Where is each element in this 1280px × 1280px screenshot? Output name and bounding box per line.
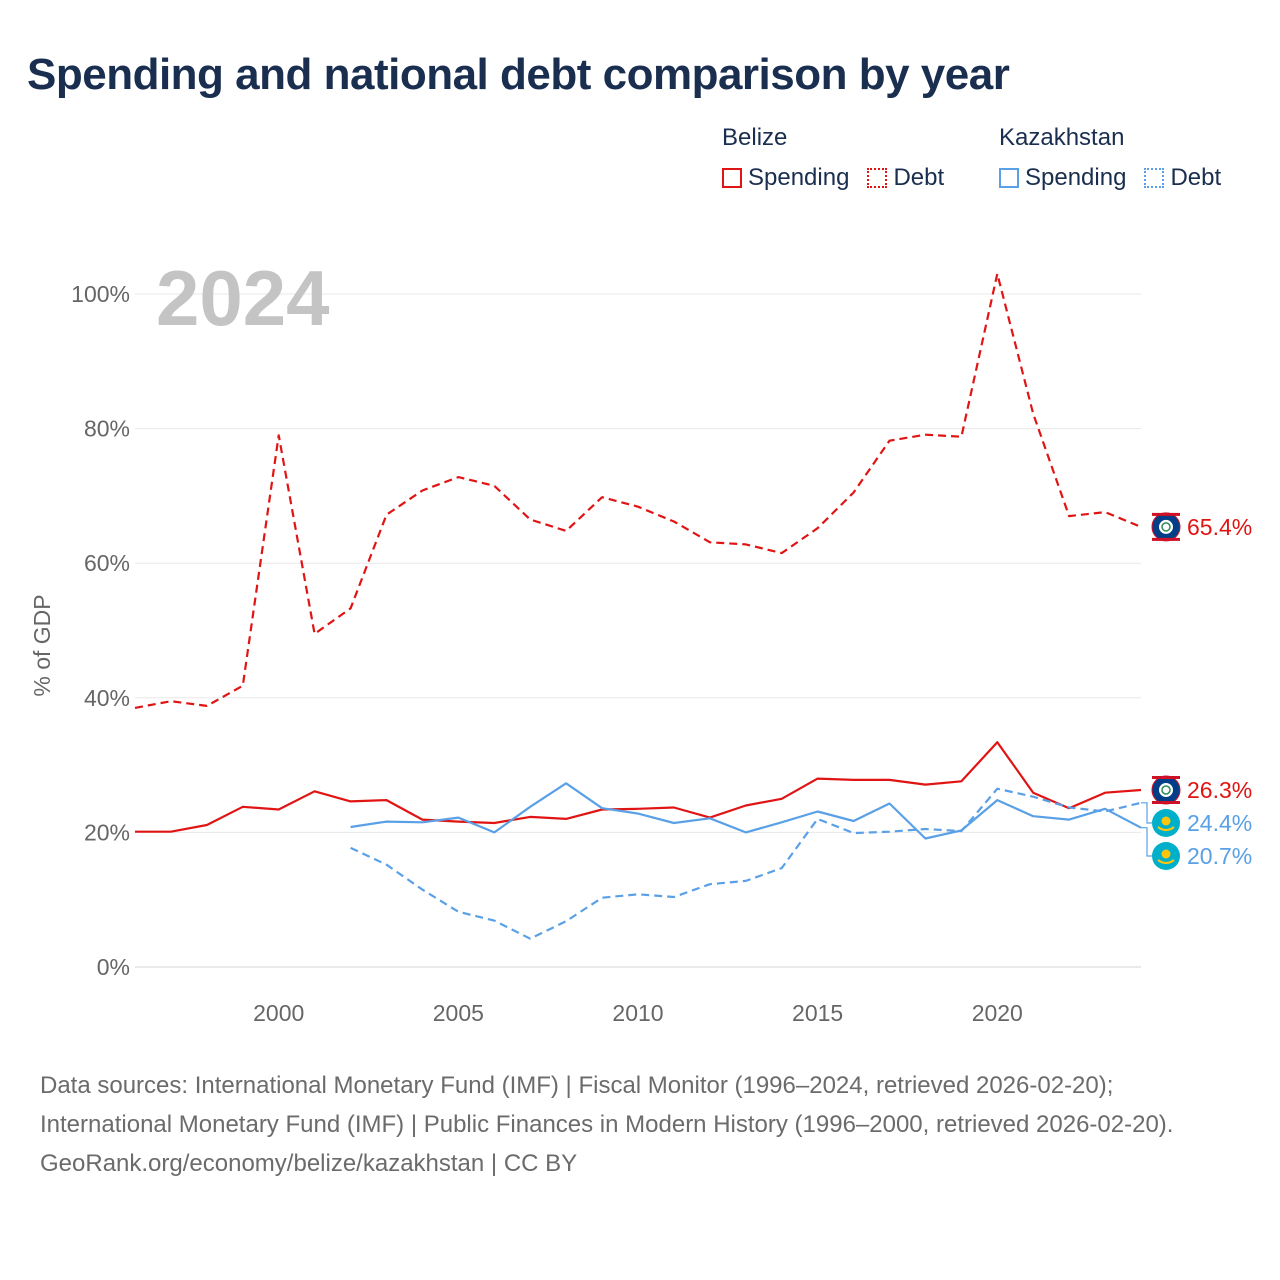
belize-flag-icon xyxy=(1151,775,1181,805)
flag-rim xyxy=(1151,512,1181,542)
belize-flag-icon xyxy=(1151,512,1181,542)
flag-sun xyxy=(1161,849,1171,859)
end-label-leader xyxy=(1141,802,1152,824)
legend-dotted-swatch xyxy=(867,168,888,188)
legend-kazakhstan-debt-label: Debt xyxy=(1170,164,1222,191)
end-value-label-belize-spending: 26.3% xyxy=(1187,777,1252,803)
flag-stripe xyxy=(1152,512,1180,516)
chart-title: Spending and national debt comparison by… xyxy=(27,50,1010,99)
kazakhstan-flag-icon xyxy=(1152,842,1180,870)
x-tick-label: 2000 xyxy=(253,1000,304,1026)
x-tick-label: 2010 xyxy=(612,1000,663,1026)
series-line-belize-debt xyxy=(134,272,1142,709)
legend-belize-debt-label: Debt xyxy=(893,164,945,191)
data-sources: Data sources: International Monetary Fun… xyxy=(40,1072,1174,1138)
legend-kazakhstan-title: Kazakhstan xyxy=(999,124,1125,151)
end-value-label-belize-debt: 65.4% xyxy=(1187,514,1252,540)
flag-emblem-ring xyxy=(1161,785,1171,795)
end-value-label-kazakhstan-spending: 20.7% xyxy=(1187,843,1252,869)
flag-stripe xyxy=(1152,537,1180,541)
legend-belize: Belize Spending Debt xyxy=(722,120,944,192)
y-tick-label: 20% xyxy=(84,819,130,845)
flag-stripe xyxy=(1152,776,1180,779)
end-value-label-kazakhstan-debt: 24.4% xyxy=(1187,810,1252,836)
flag-emblem xyxy=(1159,519,1173,534)
footer: Data sources: International Monetary Fun… xyxy=(40,1066,1240,1183)
x-tick-label: 2020 xyxy=(972,1000,1023,1026)
x-tick-label: 2005 xyxy=(433,1000,484,1026)
legend-solid-swatch xyxy=(722,168,742,188)
legend-belize-spending-label: Spending xyxy=(748,164,850,191)
legend-kazakhstan: Kazakhstan Spending Debt xyxy=(999,120,1221,192)
flag-sun xyxy=(1161,816,1171,826)
source-credit[interactable]: GeoRank.org/economy/belize/kazakhstan | … xyxy=(40,1150,578,1177)
series-line-kazakhstan-debt xyxy=(350,787,1142,940)
legend-dotted-swatch xyxy=(1144,168,1165,188)
legend-belize-debt[interactable]: Debt xyxy=(867,164,944,192)
end-label-leader xyxy=(1141,827,1152,857)
kazakhstan-flag-icon xyxy=(1152,809,1180,837)
series-line-belize-spending xyxy=(135,741,1142,833)
flag-emblem xyxy=(1159,783,1173,797)
y-tick-label: 60% xyxy=(84,550,130,576)
series-line-kazakhstan-spending xyxy=(350,782,1142,840)
legend-belize-spending[interactable]: Spending xyxy=(722,164,849,192)
y-axis-label: % of GDP xyxy=(29,594,55,696)
line-chart: 0% 20% 40% 60% 80% 100% 2000 2005 2010 2015 2020 % … xyxy=(29,254,1252,1026)
legend-kazakhstan-spending[interactable]: Spending xyxy=(999,164,1126,192)
legend-kazakhstan-debt[interactable]: Debt xyxy=(1144,164,1221,192)
y-tick-label: 40% xyxy=(84,685,130,711)
y-tick-label: 100% xyxy=(71,281,130,307)
year-label: 2024 xyxy=(156,254,330,342)
legend-belize-title: Belize xyxy=(722,124,788,151)
flag-eagle xyxy=(1157,826,1175,832)
flag-emblem-ring xyxy=(1161,522,1171,532)
legend-solid-swatch xyxy=(999,168,1019,188)
flag-stripe xyxy=(1152,801,1180,804)
y-tick-label: 0% xyxy=(97,954,130,980)
flag-eagle xyxy=(1157,859,1175,865)
legend-kazakhstan-spending-label: Spending xyxy=(1025,164,1127,191)
x-tick-label: 2015 xyxy=(792,1000,843,1026)
y-tick-label: 80% xyxy=(84,416,130,442)
flag-rim xyxy=(1151,775,1181,805)
